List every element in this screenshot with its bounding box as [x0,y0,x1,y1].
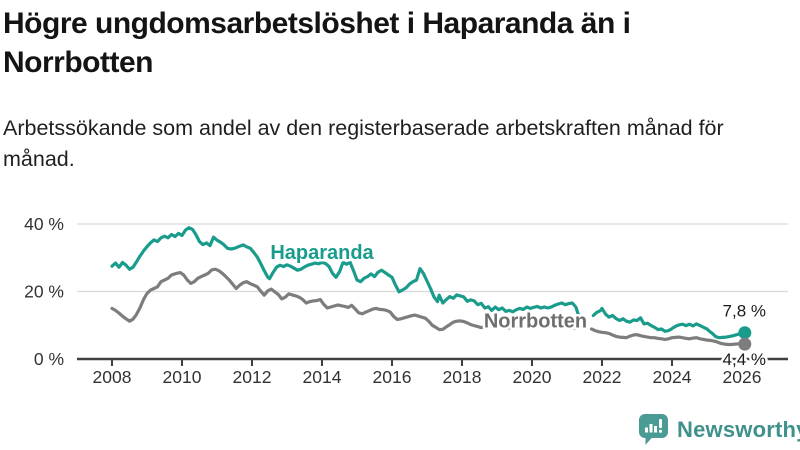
svg-text:2024: 2024 [653,367,692,387]
svg-text:2020: 2020 [513,367,552,387]
svg-text:Haparanda: Haparanda [270,242,374,264]
svg-text:2022: 2022 [583,367,622,387]
svg-text:2018: 2018 [443,367,482,387]
svg-text:2016: 2016 [373,367,412,387]
svg-text:2012: 2012 [233,367,272,387]
svg-text:40 %: 40 % [24,214,64,234]
svg-text:7,8 %: 7,8 % [723,302,766,321]
svg-text:2026: 2026 [723,367,762,387]
page-subtitle: Arbetssökande som andel av den registerb… [3,116,724,171]
line-chart: 2008 2010 2012 2014 2016 2018 2020 2022 2024 2026… [24,214,788,387]
svg-text:20 %: 20 % [24,282,64,302]
newsworthy-logo-text: Newsworthy [677,416,800,442]
svg-text:2008: 2008 [93,367,132,387]
svg-text:4,4 %: 4,4 % [723,350,766,369]
svg-text:2014: 2014 [303,367,342,387]
newsworthy-logo[interactable]: Newsworthy [638,413,800,446]
svg-text:2010: 2010 [163,367,202,387]
newsworthy-bubble-chart-icon [638,413,669,446]
chart-container: 2008 2010 2012 2014 2016 2018 2020 2022 2024 2026… [0,195,800,400]
svg-text:Norrbotten: Norrbotten [484,311,587,333]
page-title: Högre ungdomsarbetslöshet i Haparanda än… [3,7,631,79]
svg-text:0 %: 0 % [34,349,64,369]
